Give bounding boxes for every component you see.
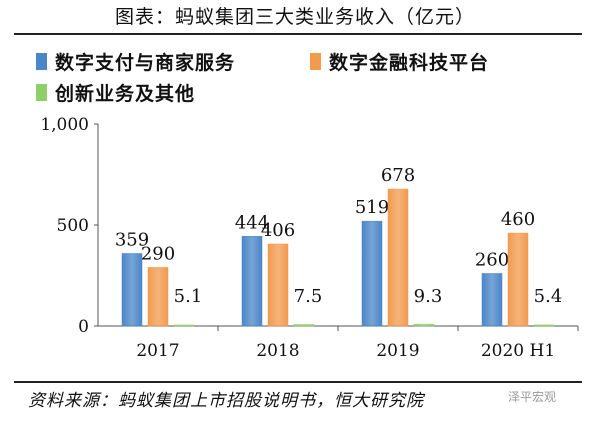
data-label: 260 — [475, 249, 509, 270]
bar-3-3 — [533, 324, 555, 327]
bar-1-0 — [121, 253, 143, 327]
data-label: 359 — [115, 229, 149, 250]
bar-1-2 — [361, 220, 383, 327]
bar-2-2 — [387, 188, 409, 327]
x-tick-label: 2019 — [376, 341, 419, 361]
bar-3-2 — [413, 323, 435, 327]
data-label: 290 — [141, 243, 175, 264]
x-tick-label: 2020 H1 — [481, 341, 555, 361]
data-label: 678 — [381, 165, 415, 186]
legend-entry-fintech: 数字金融科技平台 — [310, 48, 489, 75]
legend-label-fintech: 数字金融科技平台 — [329, 52, 490, 74]
bar-1-3 — [481, 273, 503, 327]
data-label: 460 — [501, 209, 535, 230]
chart-title: 图表：蚂蚁集团三大类业务收入（亿元） — [114, 6, 475, 28]
legend-entry-innovation: 创新业务及其他 — [36, 79, 195, 106]
data-label: 519 — [355, 197, 389, 218]
title-divider — [14, 33, 582, 35]
data-label: 9.3 — [414, 286, 443, 307]
y-tick-label: 0 — [78, 317, 89, 337]
x-tick-label: 2018 — [256, 341, 299, 361]
source-divider — [14, 381, 582, 383]
y-tick-label: 1,000 — [40, 115, 89, 135]
legend-swatch-innovation — [36, 84, 47, 101]
bar-3-0 — [173, 324, 195, 327]
data-label: 7.5 — [294, 286, 323, 307]
data-label: 5.4 — [534, 286, 563, 307]
bar-3-1 — [293, 324, 315, 327]
legend-label-payment: 数字支付与商家服务 — [55, 52, 236, 74]
legend-label-innovation: 创新业务及其他 — [55, 83, 196, 105]
watermark: 泽平宏观 — [508, 390, 557, 404]
legend-swatch-fintech — [310, 53, 321, 70]
legend-swatch-payment — [36, 53, 47, 70]
bar-2-0 — [147, 267, 169, 327]
data-label: 406 — [261, 220, 295, 241]
x-tick-label: 2017 — [136, 341, 179, 361]
data-label: 5.1 — [174, 286, 203, 307]
legend-entry-payment: 数字支付与商家服务 — [36, 48, 235, 75]
source-note: 资料来源：蚂蚁集团上市招股说明书，恒大研究院 — [28, 391, 424, 411]
bar-2-3 — [507, 232, 529, 327]
y-tick-label: 500 — [57, 216, 89, 236]
bar-1-1 — [241, 236, 263, 327]
bar-2-1 — [267, 243, 289, 327]
data-label: 444 — [235, 212, 269, 233]
